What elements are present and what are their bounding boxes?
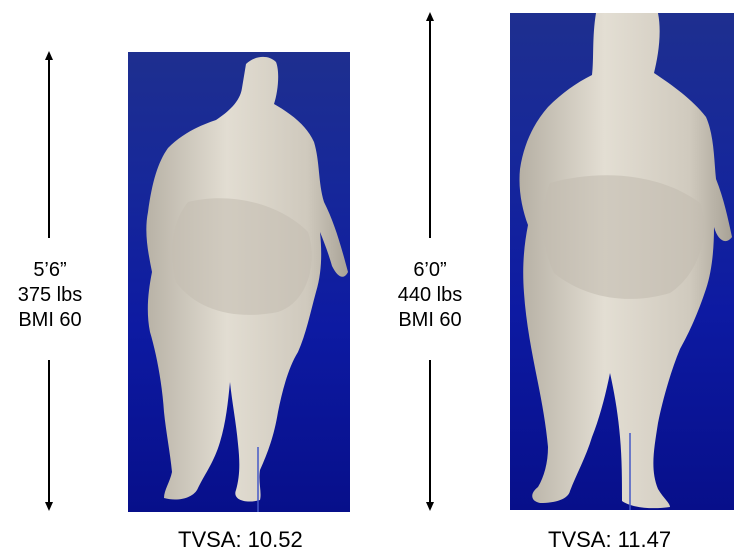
right-body-scan-image <box>510 13 734 510</box>
right-arrow-top-line <box>429 19 431 238</box>
left-arrow-top-head <box>45 51 53 60</box>
left-body-scan-image <box>128 52 350 512</box>
right-body-silhouette <box>519 13 732 510</box>
left-arrow-top-line <box>48 58 50 238</box>
left-bmi-label: BMI 60 <box>18 309 82 331</box>
right-bmi-label: BMI 60 <box>398 309 462 331</box>
left-stats: 5’6” 375 lbs BMI 60 <box>0 258 100 333</box>
left-height-label: 5’6” <box>33 259 67 281</box>
left-arrow-bottom-line <box>48 360 50 503</box>
right-weight-label: 440 lbs <box>397 284 463 306</box>
right-arrow-top-head <box>426 12 434 21</box>
left-tvsa-caption: TVSA: 10.52 <box>178 527 303 552</box>
right-arrow-bottom-head <box>426 502 434 511</box>
right-tvsa-caption: TVSA: 11.47 <box>548 527 672 552</box>
left-arrow-bottom-head <box>45 502 53 511</box>
left-weight-label: 375 lbs <box>17 284 83 306</box>
right-height-label: 6’0” <box>413 259 447 281</box>
right-arrow-bottom-line <box>429 360 431 503</box>
right-stats: 6’0” 440 lbs BMI 60 <box>380 258 480 333</box>
left-body-silhouette <box>146 56 348 512</box>
